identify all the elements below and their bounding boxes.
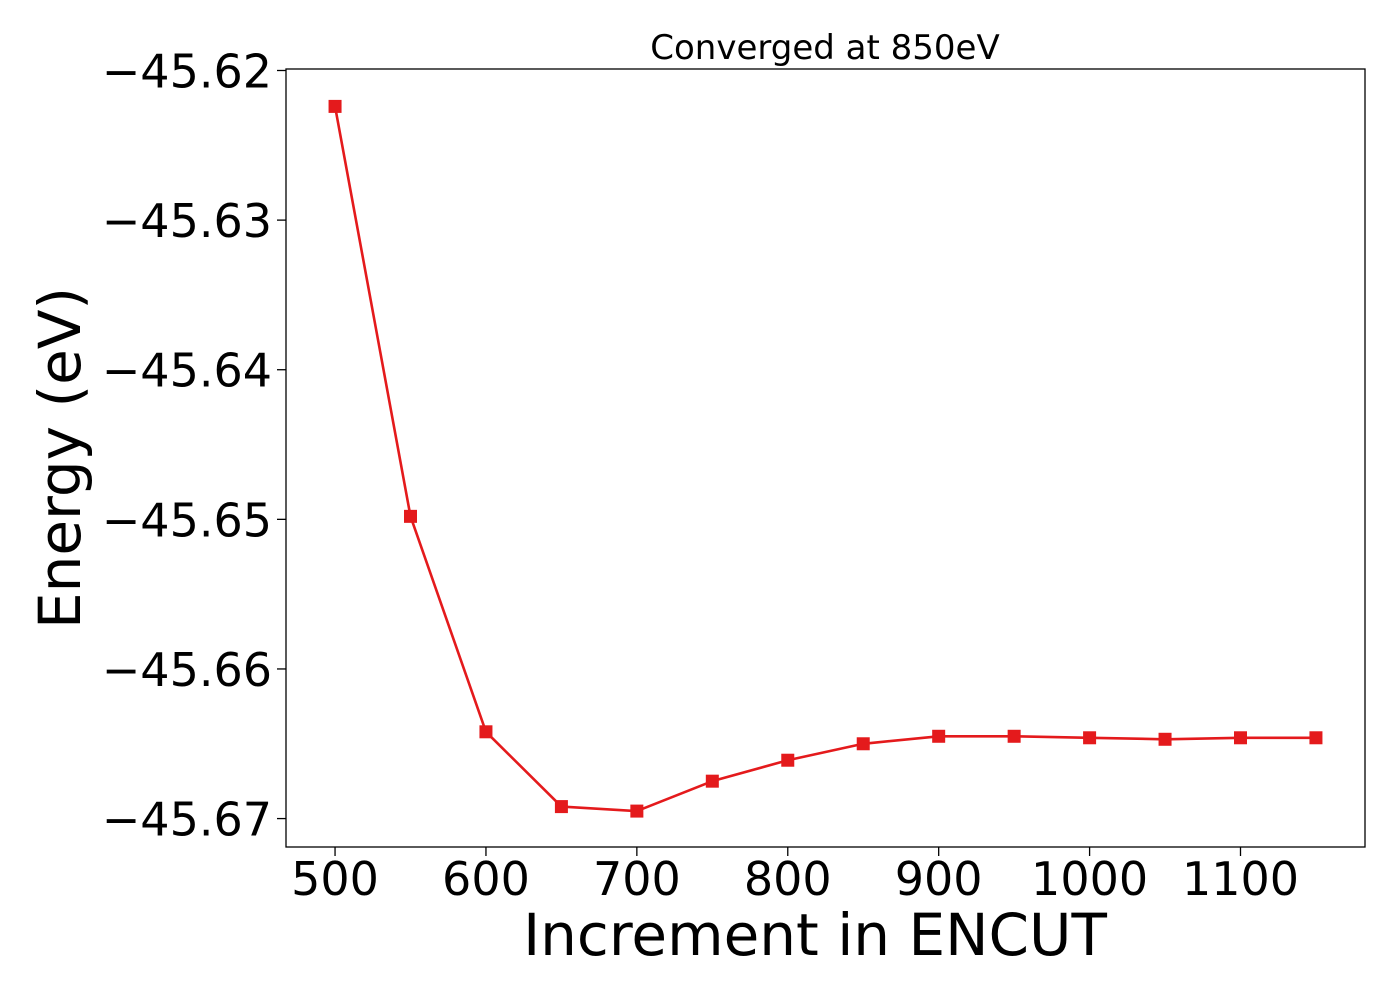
series-layer [328, 99, 1323, 818]
data-point-marker [1309, 731, 1323, 745]
x-tick-label: 600 [442, 852, 530, 906]
y-tick-label: −45.62 [102, 44, 272, 98]
data-point-marker [479, 725, 493, 739]
data-point-marker [1007, 729, 1021, 743]
data-point-marker [781, 753, 795, 767]
plot-area-frame [285, 68, 1366, 848]
chart-title: Converged at 850eV [650, 28, 999, 68]
x-tick-label: 900 [895, 852, 983, 906]
x-tick-label: 1000 [1031, 852, 1148, 906]
data-point-marker [1158, 732, 1172, 746]
y-tick-label: −45.66 [102, 643, 272, 697]
y-tick-label: −45.65 [102, 493, 272, 547]
energy-series-line [333, 106, 1316, 813]
data-point-marker [705, 774, 719, 788]
data-point-marker [404, 509, 417, 523]
data-point-marker [932, 729, 946, 743]
data-point-marker [630, 804, 644, 818]
data-point-marker [1083, 731, 1097, 745]
data-point-marker [554, 800, 568, 814]
data-point-marker [1234, 731, 1247, 745]
x-tick-label: 700 [593, 852, 681, 906]
y-axis-label: Energy (eV) [26, 287, 94, 629]
x-axis-label: Increment in ENCUT [523, 901, 1107, 969]
x-tick-label: 500 [291, 852, 379, 906]
y-tick-label: −45.64 [102, 344, 272, 398]
y-tick-label: −45.67 [102, 793, 272, 847]
y-tick-label: −45.63 [102, 194, 272, 248]
data-point-marker [856, 737, 870, 751]
x-tick-label: 800 [744, 852, 832, 906]
x-tick-label: 1100 [1182, 852, 1299, 906]
y-axis: −45.62 −45.63 −45.64 −45.65 −45.66 −45.67 [102, 44, 286, 847]
data-point-marker [328, 99, 342, 113]
x-axis: 500 600 700 800 900 1000 1100 [291, 847, 1299, 906]
